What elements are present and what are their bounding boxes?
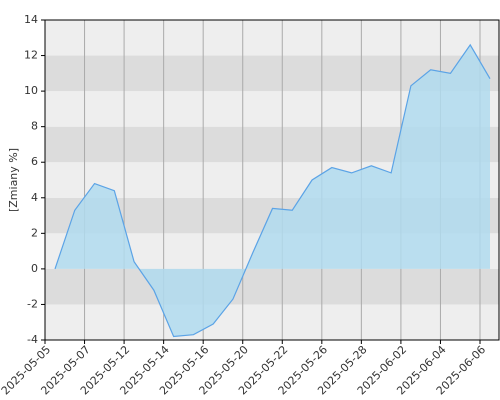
line [54, 43, 491, 338]
plot-border [44, 19, 500, 341]
grid-band [45, 304, 499, 340]
y-tick-label: 0 [31, 262, 38, 275]
y-tick-label: -2 [27, 297, 38, 310]
y-axis-label: [Zmiany %] [7, 148, 20, 212]
grid-band [45, 20, 499, 56]
y-tick-label: 6 [31, 155, 38, 168]
y-tick-label: 10 [24, 84, 38, 97]
y-tick-label: 8 [31, 120, 38, 133]
y-tick-label: -4 [27, 333, 38, 346]
y-tick-label: 2 [31, 226, 38, 239]
y-tick-label: 12 [24, 49, 38, 62]
grid-band [45, 268, 499, 305]
y-tick-label: 14 [24, 13, 38, 26]
area-fill [55, 44, 490, 337]
y-tick-label: 4 [31, 191, 38, 204]
